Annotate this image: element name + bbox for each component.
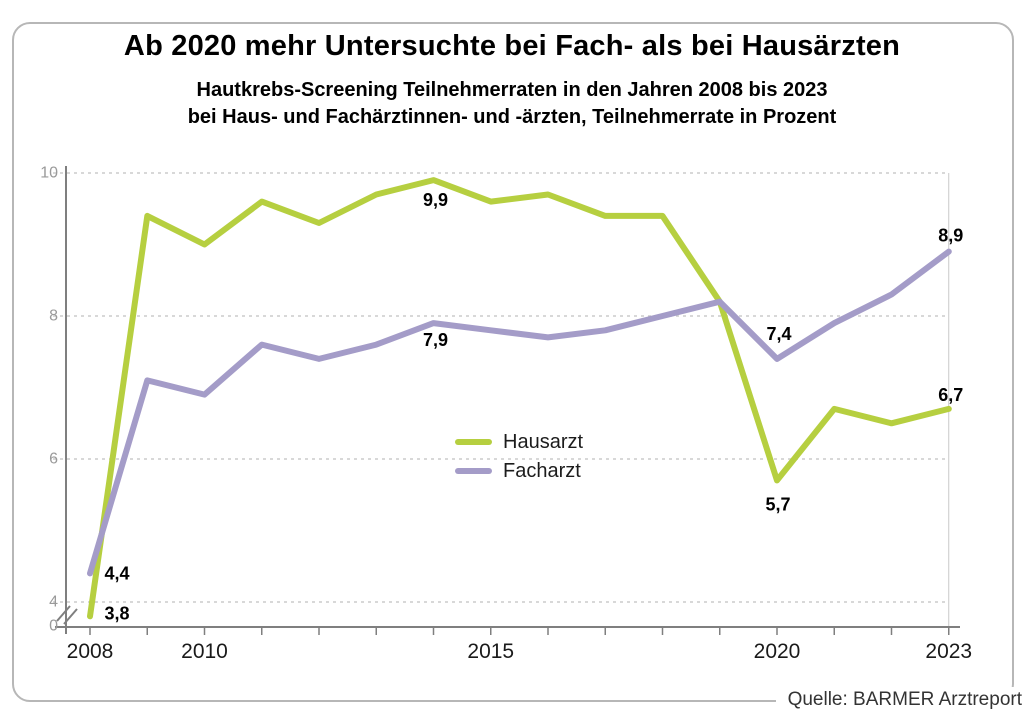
svg-text:4: 4 bbox=[49, 594, 58, 611]
facharzt-line bbox=[87, 248, 952, 577]
svg-text:2015: 2015 bbox=[467, 640, 514, 663]
point-label: 6,7 bbox=[938, 385, 963, 405]
x-tick-labels: 2008 2010 2015 2020 2023 bbox=[67, 640, 972, 663]
point-label: 8,9 bbox=[938, 226, 963, 246]
svg-text:2010: 2010 bbox=[181, 640, 228, 663]
svg-text:8: 8 bbox=[49, 308, 58, 325]
point-label: 9,9 bbox=[423, 190, 448, 210]
hausarzt-line-swatch bbox=[455, 439, 492, 445]
svg-text:6: 6 bbox=[49, 451, 58, 468]
svg-text:2020: 2020 bbox=[754, 640, 801, 663]
facharzt-line-swatch bbox=[455, 468, 492, 474]
legend-label-facharzt: Facharzt bbox=[503, 459, 581, 482]
legend-label-hausarzt: Hausarzt bbox=[503, 430, 584, 453]
source-credit: Quelle: BARMER Arztreport bbox=[775, 687, 1022, 713]
point-label: 7,9 bbox=[423, 330, 448, 350]
svg-text:2023: 2023 bbox=[925, 640, 972, 663]
point-labels: 3,8 4,4 9,9 7,9 7,4 5,7 8,9 6,7 bbox=[104, 190, 963, 623]
hausarzt-line bbox=[87, 177, 952, 620]
legend-item-hausarzt: Hausarzt bbox=[455, 431, 583, 453]
axis-break-icon bbox=[56, 605, 78, 625]
svg-text:0: 0 bbox=[49, 618, 58, 635]
y-tick-labels: 0 4 6 8 10 bbox=[40, 165, 58, 635]
chart-subtitle-line1: Hautkrebs-Screening Teilnehmerraten in d… bbox=[196, 79, 828, 101]
chart-title: Ab 2020 mehr Untersuchte bei Fach- als b… bbox=[123, 30, 901, 62]
chart-subtitle-line2: bei Haus- und Fachärztinnen- und -ärzten… bbox=[187, 106, 837, 128]
point-label: 7,4 bbox=[766, 324, 791, 344]
point-label: 5,7 bbox=[765, 494, 790, 514]
legend: Hausarzt Facharzt bbox=[455, 431, 583, 482]
y-gridlines bbox=[53, 172, 949, 603]
svg-text:2008: 2008 bbox=[67, 640, 114, 663]
legend-item-facharzt: Facharzt bbox=[455, 460, 583, 482]
point-label: 3,8 bbox=[104, 603, 129, 623]
x-ticks bbox=[89, 627, 950, 635]
svg-text:10: 10 bbox=[40, 165, 58, 182]
point-label: 4,4 bbox=[104, 563, 129, 583]
figure-border bbox=[12, 22, 1014, 702]
